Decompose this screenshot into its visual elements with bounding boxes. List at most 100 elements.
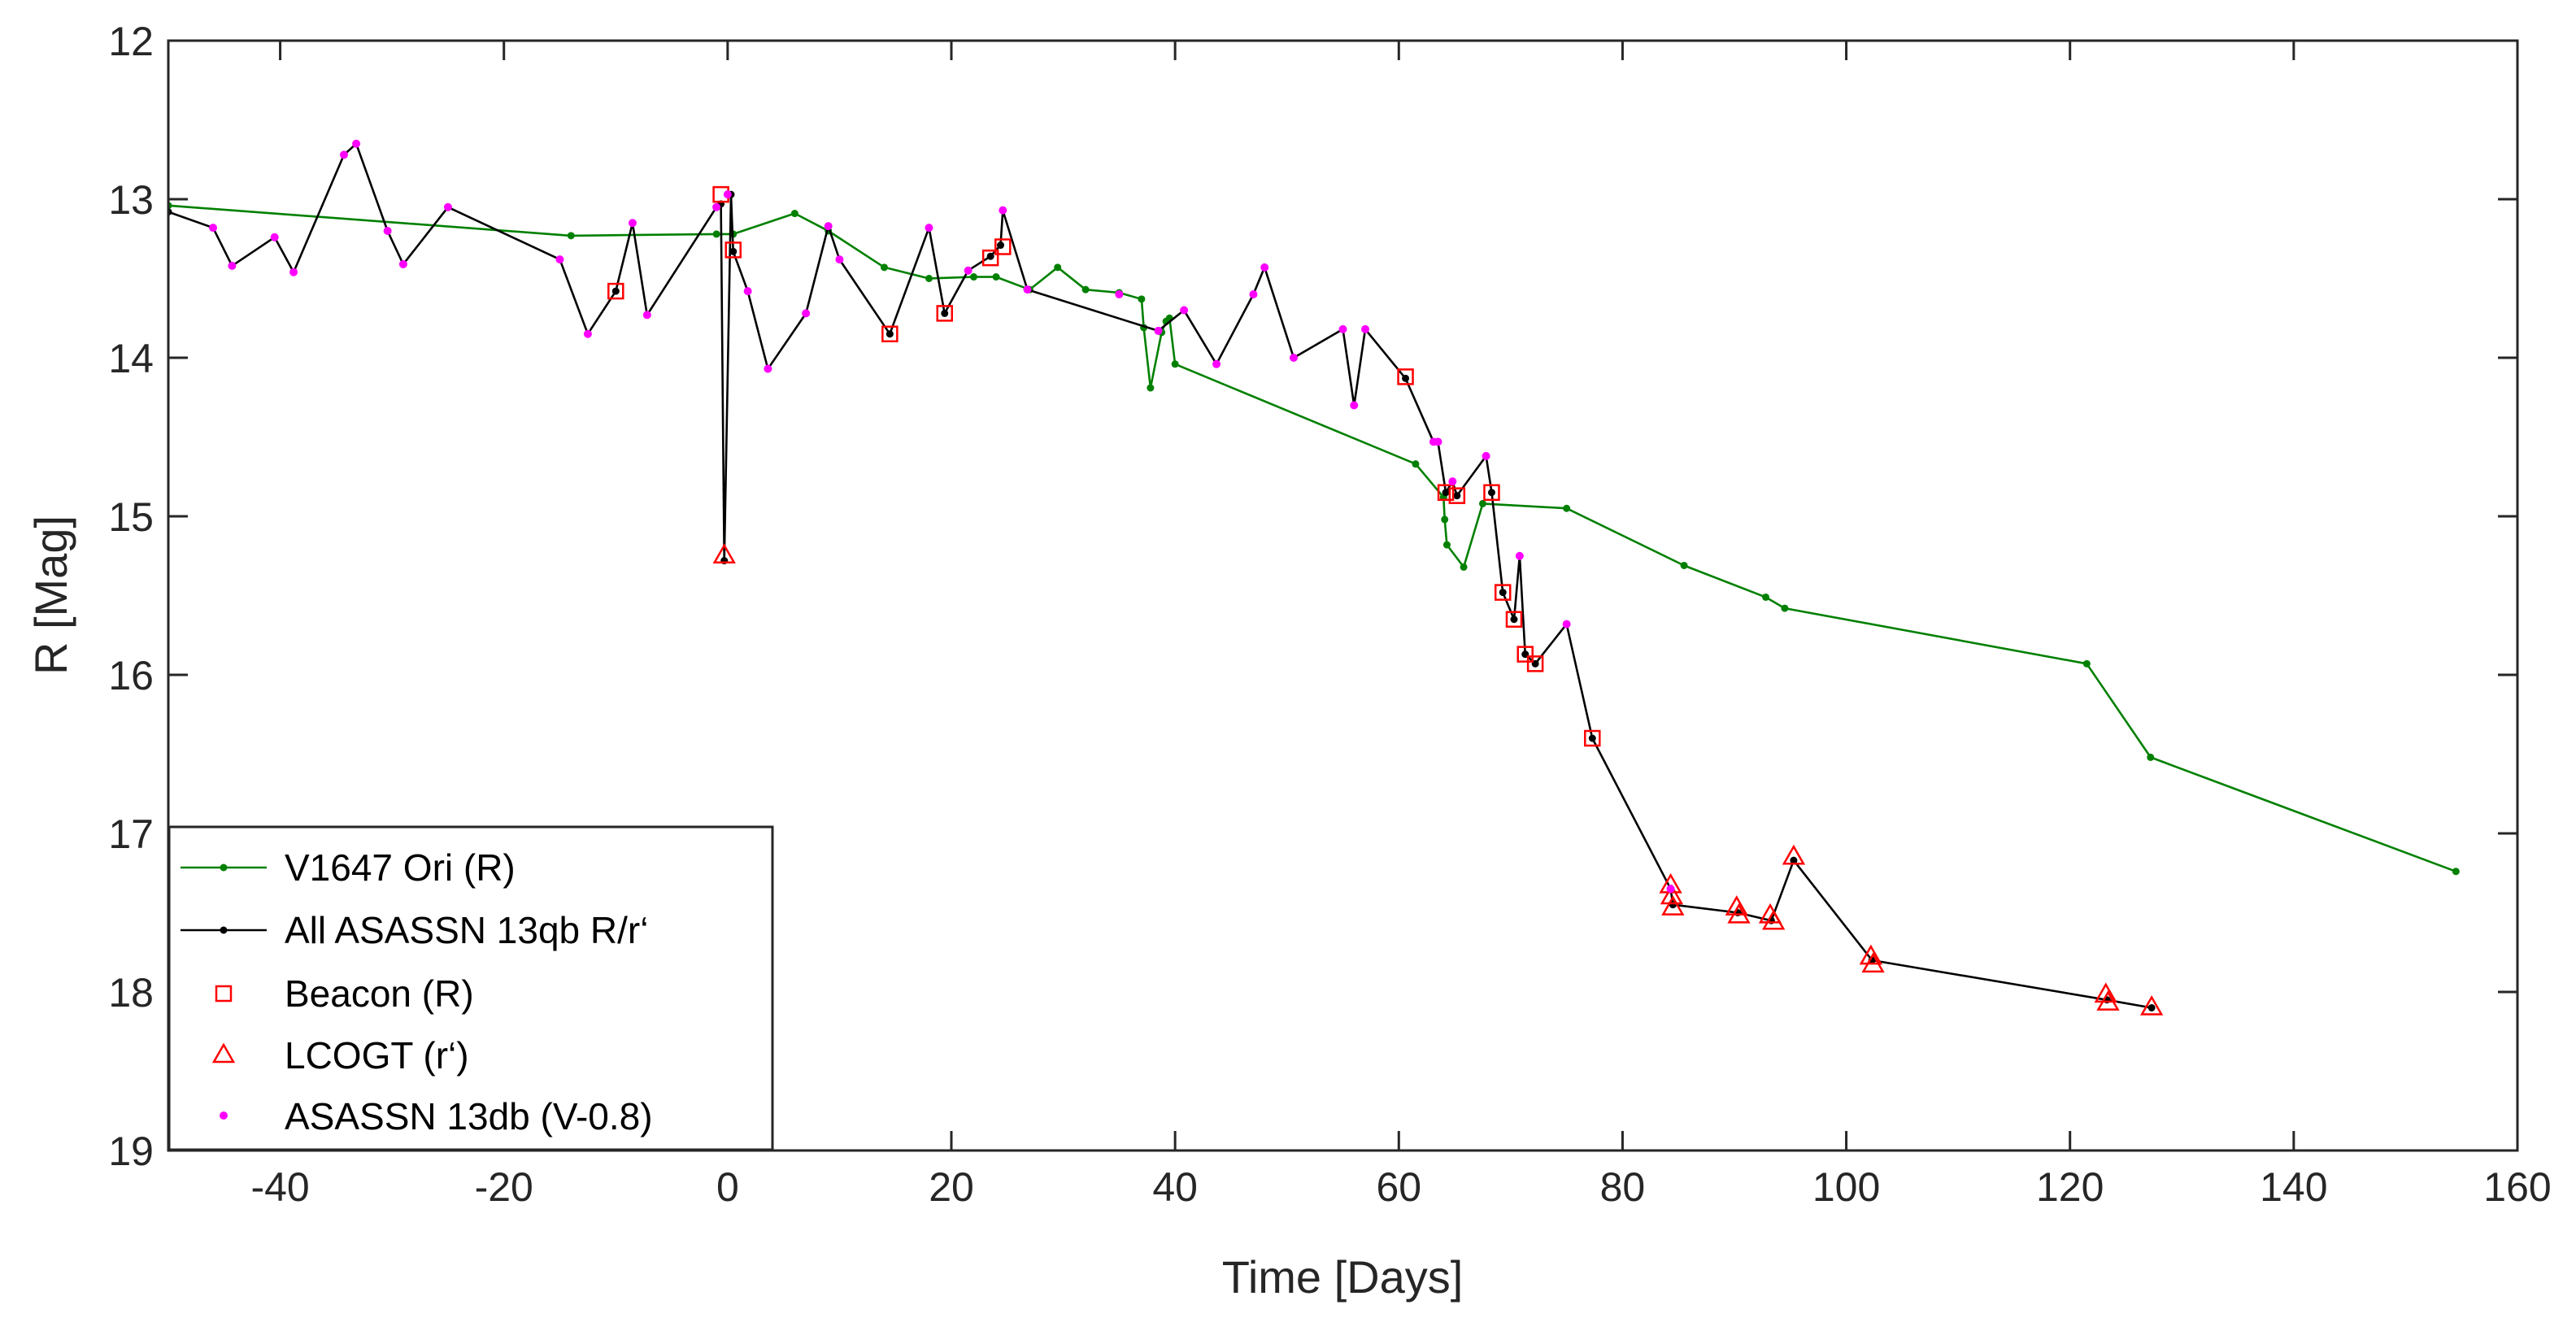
legend-entry-asassn13db: ASASSN 13db (V-0.8)	[220, 1095, 653, 1137]
data-point-lcogt	[1727, 903, 1751, 924]
data-point-v1647	[2082, 659, 2091, 668]
data-point-asassn13db	[583, 329, 592, 338]
legend-marker-all-asassn	[220, 926, 228, 934]
y-tick-label: 13	[108, 177, 154, 223]
data-point-beacon	[1483, 484, 1500, 501]
data-point-lcogt	[1660, 884, 1684, 905]
data-point-asassn13db	[999, 206, 1007, 215]
y-axis-title: R [Mag]	[25, 515, 76, 675]
data-point-asassn13db	[964, 266, 973, 275]
data-point-beacon	[724, 241, 742, 259]
series-layer	[168, 139, 2460, 1016]
data-point-beacon	[607, 282, 624, 300]
data-point-beacon	[1584, 729, 1601, 747]
ticks-layer: -40 -20 0 20 40 60 80 100 120 140 160 12 13 14 15 16 17 1…	[108, 19, 2551, 1210]
data-point-asassn13db	[1023, 285, 1032, 294]
data-point-asassn13db	[1361, 324, 1370, 333]
data-point-asassn13db	[1249, 290, 1258, 298]
x-tick-label: 60	[1376, 1164, 1421, 1210]
data-point-beacon	[1437, 484, 1455, 501]
data-point-v1647	[925, 275, 933, 282]
legend-entry-all-asassn: All ASASSN 13qb R/r‘	[181, 909, 648, 951]
data-point-asassn13db	[642, 311, 651, 320]
x-tick-label: 120	[2036, 1164, 2104, 1210]
data-point-beacon	[1448, 487, 1466, 504]
data-point-v1647	[880, 263, 888, 272]
data-point-asassn13db	[743, 287, 752, 296]
legend-entry-beacon: Beacon (R)	[215, 972, 474, 1015]
legend-label-asassn13db: ASASSN 13db (V-0.8)	[285, 1095, 653, 1137]
data-point-v1647	[970, 273, 978, 281]
series-line-v1647	[168, 204, 2456, 873]
data-point-lcogt	[2139, 994, 2164, 1016]
data-point-asassn13db	[383, 227, 392, 235]
data-point-asassn13db	[339, 150, 348, 159]
data-point-beacon	[1516, 646, 1534, 663]
data-point-v1647	[1054, 263, 1062, 272]
data-point-all_asassn	[1487, 489, 1495, 497]
axes-box	[167, 39, 2519, 1152]
data-point-all_asassn	[729, 247, 738, 255]
data-point-beacon	[994, 238, 1012, 255]
y-tick-label: 14	[108, 336, 154, 381]
data-point-asassn13db	[1448, 477, 1457, 486]
legend-label-all-asassn: All ASASSN 13qb R/r‘	[285, 909, 648, 951]
data-point-asassn13db	[835, 255, 844, 264]
data-point-asassn13db	[1350, 401, 1359, 410]
data-point-all_asassn	[1499, 589, 1507, 597]
data-point-asassn13db	[1338, 324, 1347, 333]
x-tick-label: 140	[2260, 1164, 2327, 1210]
legend-label-beacon: Beacon (R)	[285, 972, 474, 1015]
data-point-lcogt	[1761, 909, 1786, 930]
data-point-all_asassn	[1453, 492, 1461, 500]
plot-area	[168, 139, 2460, 1016]
data-point-v1647	[1081, 285, 1090, 294]
data-point-v1647	[1762, 593, 1770, 601]
legend-box	[168, 825, 774, 1151]
legend-label-v1647: V1647 Ori (R)	[285, 846, 516, 889]
data-point-asassn13db	[1515, 551, 1524, 560]
data-point-asassn13db	[1260, 263, 1269, 272]
data-point-beacon	[936, 305, 953, 322]
data-point-asassn13db	[443, 202, 452, 211]
x-tick-label: -20	[475, 1164, 533, 1210]
data-point-v1647	[1442, 541, 1451, 549]
data-point-v1647	[1138, 295, 1146, 303]
data-point-lcogt	[1782, 844, 1806, 865]
data-point-all_asassn	[997, 241, 1005, 250]
data-point-beacon	[981, 249, 999, 267]
data-point-asassn13db	[1434, 437, 1442, 446]
data-point-asassn13db	[824, 222, 833, 231]
data-point-asassn13db	[270, 233, 279, 241]
data-point-v1647	[1680, 561, 1688, 569]
data-point-all_asassn	[941, 309, 949, 317]
data-point-asassn13db	[1482, 451, 1490, 460]
data-point-asassn13db	[1212, 359, 1221, 368]
series-asassn13db	[209, 139, 1675, 894]
series-v1647	[168, 202, 2460, 876]
data-point-lcogt	[1661, 895, 1685, 916]
data-point-all_asassn	[1790, 856, 1798, 864]
data-point-asassn13db	[398, 259, 407, 268]
x-tick-label: 20	[929, 1164, 974, 1210]
data-point-all_asassn	[1588, 734, 1596, 742]
data-point-v1647	[1460, 563, 1468, 571]
data-point-beacon	[881, 325, 899, 342]
data-point-v1647	[1781, 604, 1789, 612]
legend-entry-lcogt: LCOGT (r‘)	[211, 1034, 469, 1077]
legend-marker-beacon	[215, 985, 233, 1003]
data-point-lcogt	[2094, 982, 2117, 1003]
data-point-all_asassn	[611, 287, 620, 295]
data-point-v1647	[992, 273, 1000, 281]
legend-marker-asassn13db	[220, 1111, 228, 1120]
data-point-lcogt	[1725, 895, 1748, 916]
data-point-all_asassn	[1402, 374, 1410, 382]
legend: V1647 Ori (R) All ASASSN 13qb R/r‘ Beaco…	[168, 825, 774, 1151]
data-point-asassn13db	[723, 190, 732, 199]
x-tick-label: 40	[1152, 1164, 1198, 1210]
data-point-asassn13db	[712, 202, 721, 211]
data-point-asassn13db	[352, 139, 361, 148]
data-point-beacon	[1526, 655, 1544, 672]
data-point-asassn13db	[925, 224, 933, 233]
